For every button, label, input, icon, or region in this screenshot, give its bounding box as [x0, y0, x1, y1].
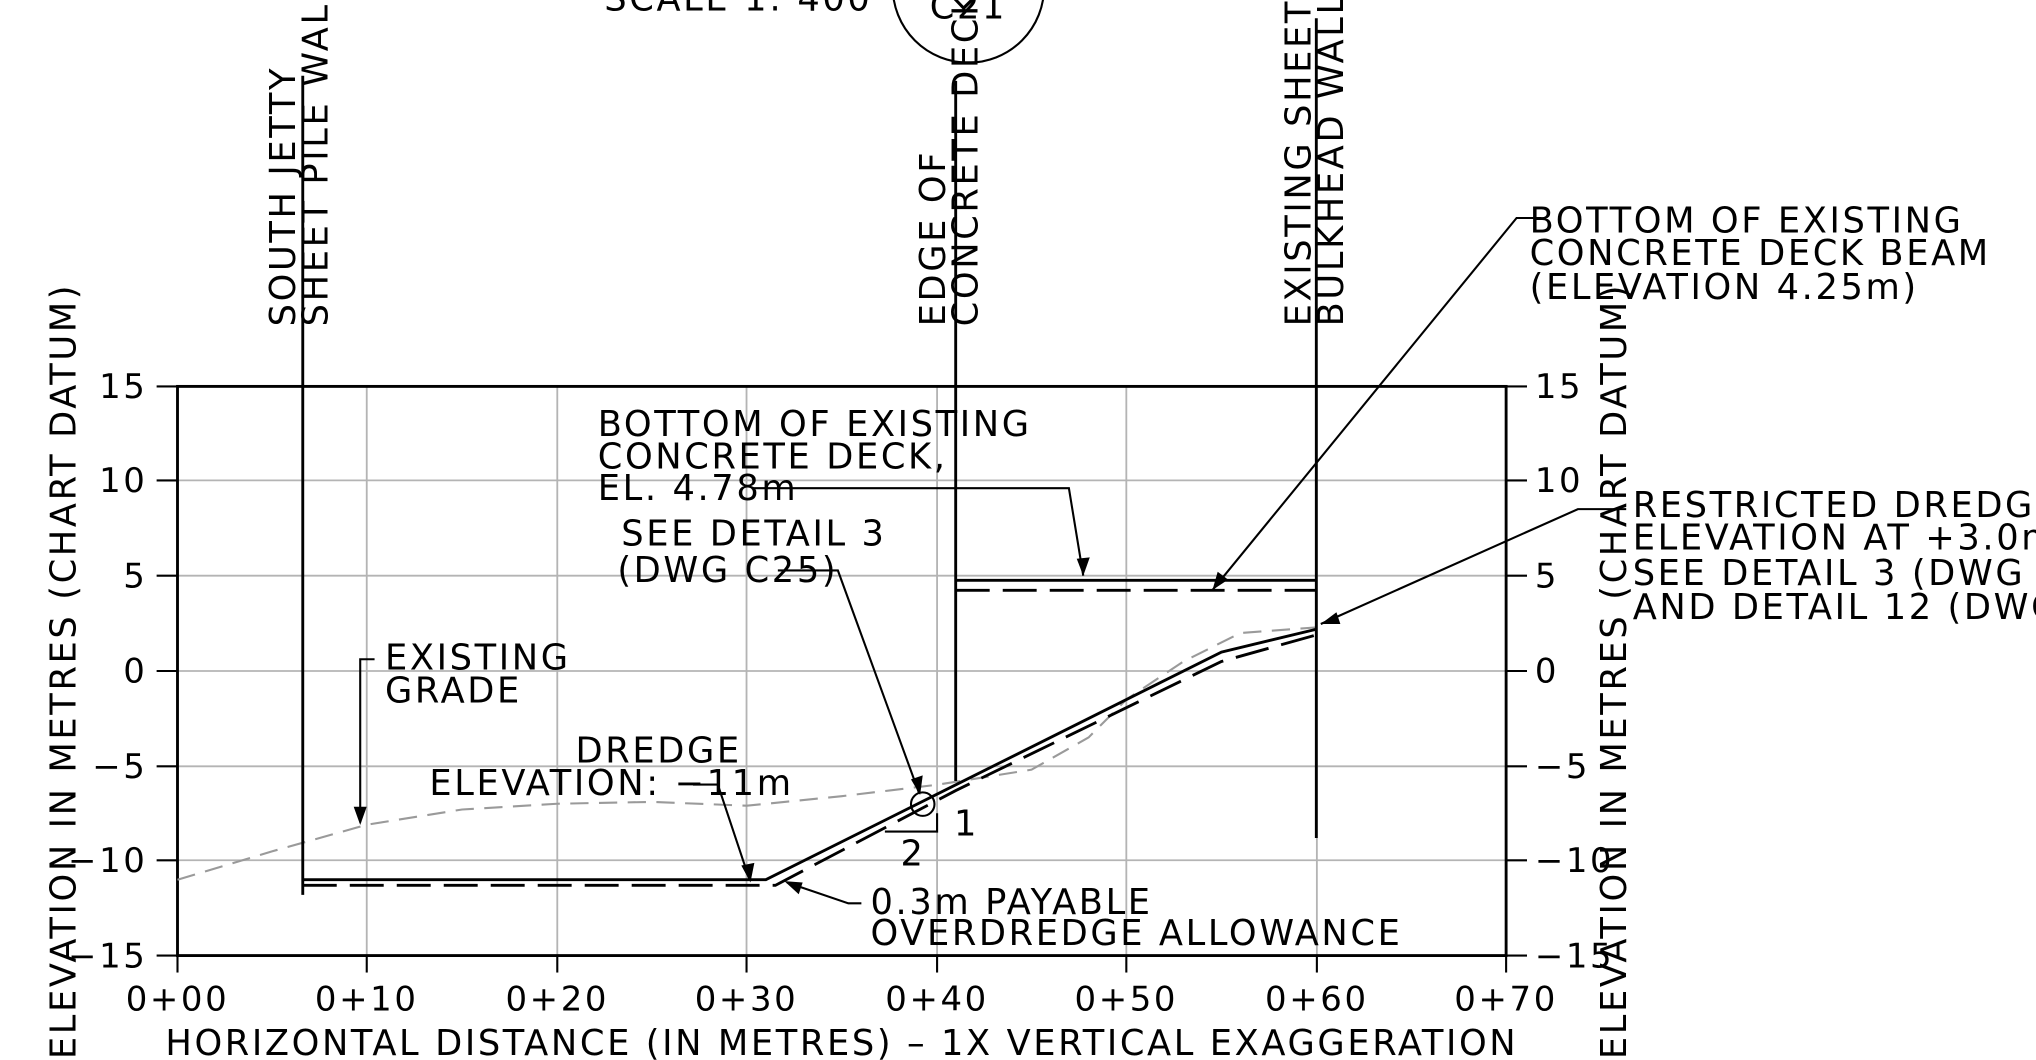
callout-restricted: RESTRICTED DREDGE	[1633, 485, 2036, 526]
callout-grade: GRADE	[385, 670, 522, 711]
left-axis-title: ELEVATION IN METRES (CHART DATUM)	[44, 283, 85, 1059]
callout-dredge: DREDGE	[576, 730, 742, 771]
y-tick-label: 15	[99, 368, 147, 407]
callout-deck-beam: CONCRETE DECK BEAM	[1530, 233, 1991, 274]
series-line-1	[302, 627, 1317, 882]
leader-line	[786, 881, 862, 905]
x-tick-label: 0+50	[1075, 980, 1179, 1019]
arrowheads	[353, 557, 1341, 895]
arrow-head-icon	[1212, 571, 1229, 591]
x-tick-label: 0+40	[885, 980, 989, 1019]
slope-rise-label: 1	[954, 803, 979, 844]
y-tick-label: 0	[1535, 653, 1559, 692]
scale-note: SCALE 1: 400	[604, 0, 872, 19]
slope-triangle	[884, 813, 939, 833]
wall-label: CONCRETE DECK	[946, 0, 987, 326]
wall-label: EDGE OF	[913, 150, 954, 326]
arrow-head-icon	[741, 862, 755, 883]
slope-run-label: 2	[901, 833, 926, 874]
y-tick-label: 15	[1535, 368, 1583, 407]
leader-line	[1320, 508, 1627, 625]
x-tick-label: 0+60	[1265, 980, 1369, 1019]
y-tick-label: −5	[1535, 748, 1590, 787]
wall-label: BULKHEAD WALL	[1311, 0, 1352, 326]
leader-line	[359, 658, 375, 823]
callout-grade: EXISTING	[385, 638, 571, 679]
x-axis-title: HORIZONTAL DISTANCE (IN METRES) – 1X VER…	[165, 1023, 1518, 1060]
y-tick-label: −10	[1535, 842, 1614, 881]
leader-line	[777, 569, 920, 793]
section-ref: C21	[930, 0, 1007, 27]
detail-marker-icon	[909, 791, 936, 817]
x-tick-label: 0+10	[315, 980, 419, 1019]
y-tick-label: −10	[68, 842, 147, 881]
y-tick-label: 5	[1535, 557, 1559, 596]
wall-label: EXISTING SHEET PILE	[1278, 0, 1319, 326]
y-tick-label: 5	[123, 557, 147, 596]
y-tick-label: −15	[68, 937, 147, 976]
x-tick-label: 0+30	[695, 980, 799, 1019]
callout-deck: BOTTOM OF EXISTING	[598, 404, 1032, 445]
y-tick-label: −15	[1535, 937, 1614, 976]
callout-overdredge: 0.3m PAYABLE	[871, 882, 1153, 923]
callout-restricted: ELEVATION AT +3.0m CD	[1633, 518, 2036, 559]
callout-deck-beam: BOTTOM OF EXISTING	[1530, 200, 1964, 241]
x-tick-label: 0+00	[126, 980, 230, 1019]
callout-restricted: AND DETAIL 12 (DWG C26)	[1633, 587, 2036, 628]
right-ticks: 15 10 5 0 −5 −10 −15	[1506, 368, 1614, 976]
arrow-head-icon	[1320, 612, 1341, 624]
callout-deck: CONCRETE DECK,	[598, 437, 948, 478]
y-tick-label: 0	[123, 653, 147, 692]
x-tick-label: 0+70	[1454, 980, 1558, 1019]
right-axis-title: ELEVATION IN METRES (CHART DATUM)	[1594, 283, 1635, 1059]
y-tick-label: 10	[1535, 462, 1583, 501]
arrow-head-icon	[1076, 557, 1090, 576]
callout-deck-beam: (ELEVATION 4.25m)	[1530, 267, 1919, 308]
wall-label: SOUTH JETTY	[263, 66, 304, 326]
arrow-head-icon	[784, 881, 803, 895]
x-tick-label: 0+20	[505, 980, 609, 1019]
callout-dredge: ELEVATION: −11m	[429, 763, 793, 804]
leader-line	[751, 487, 1085, 576]
arrow-head-icon	[353, 806, 367, 826]
series-line-0	[177, 626, 1317, 881]
arrow-head-icon	[910, 775, 923, 795]
leader-line	[1211, 216, 1542, 591]
grid	[177, 386, 1507, 956]
callout-overdredge: OVERDREDGE ALLOWANCE	[871, 913, 1403, 954]
leaders	[359, 216, 1627, 905]
leader-line	[693, 783, 751, 879]
callout-restricted: SEE DETAIL 3 (DWG C25)	[1633, 553, 2036, 594]
section-data-layer	[177, 18, 1318, 895]
section-bubble	[892, 0, 1045, 64]
callout-detail: SEE DETAIL 3	[621, 514, 886, 555]
y-tick-label: −5	[92, 748, 147, 787]
left-ticks: 15 10 5 0 −5 −10 −15	[68, 368, 178, 976]
y-tick-label: 10	[99, 462, 147, 501]
series-line-2	[302, 633, 1317, 887]
x-ticks: 0+00 0+10 0+20 0+30 0+40 0+50 0+60 0+70	[126, 955, 1558, 1019]
wall-label: SHEET PILE WALL	[296, 0, 337, 326]
